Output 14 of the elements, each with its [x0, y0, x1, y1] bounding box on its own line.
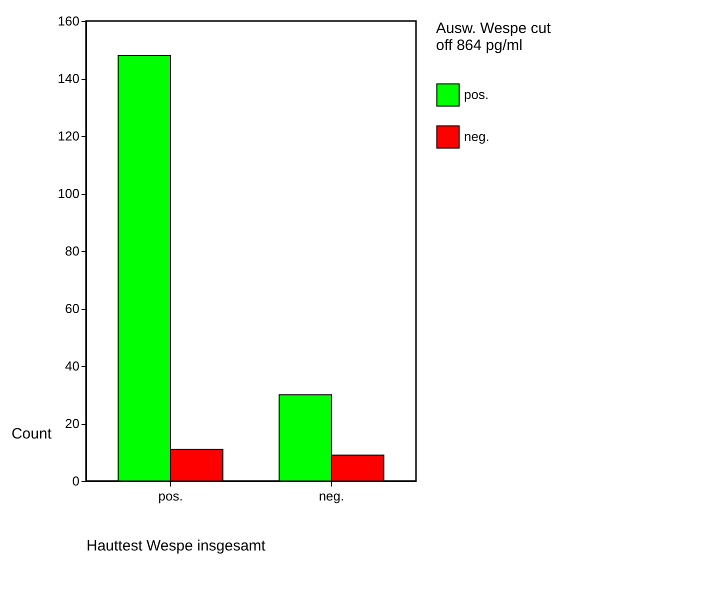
legend-title: Ausw. Wespe cut off 864 pg/ml	[436, 20, 552, 54]
y-tick-label: 160	[58, 14, 80, 28]
legend-label: pos.	[464, 87, 489, 102]
y-tick-label: 40	[65, 358, 80, 374]
y-tick-label: 120	[58, 128, 80, 144]
y-tick-label: 60	[65, 301, 80, 316]
y-tick-label: 140	[58, 71, 80, 86]
y-tick-label: 100	[58, 186, 80, 201]
y-axis-title: Count	[11, 426, 52, 442]
y-tick-label: 80	[65, 244, 80, 258]
y-tick-label: 0	[72, 474, 80, 488]
legend-label: neg.	[464, 129, 490, 144]
y-tick-label: 20	[65, 416, 80, 431]
x-axis-title: Hauttest Wespe insgesamt	[86, 538, 266, 554]
